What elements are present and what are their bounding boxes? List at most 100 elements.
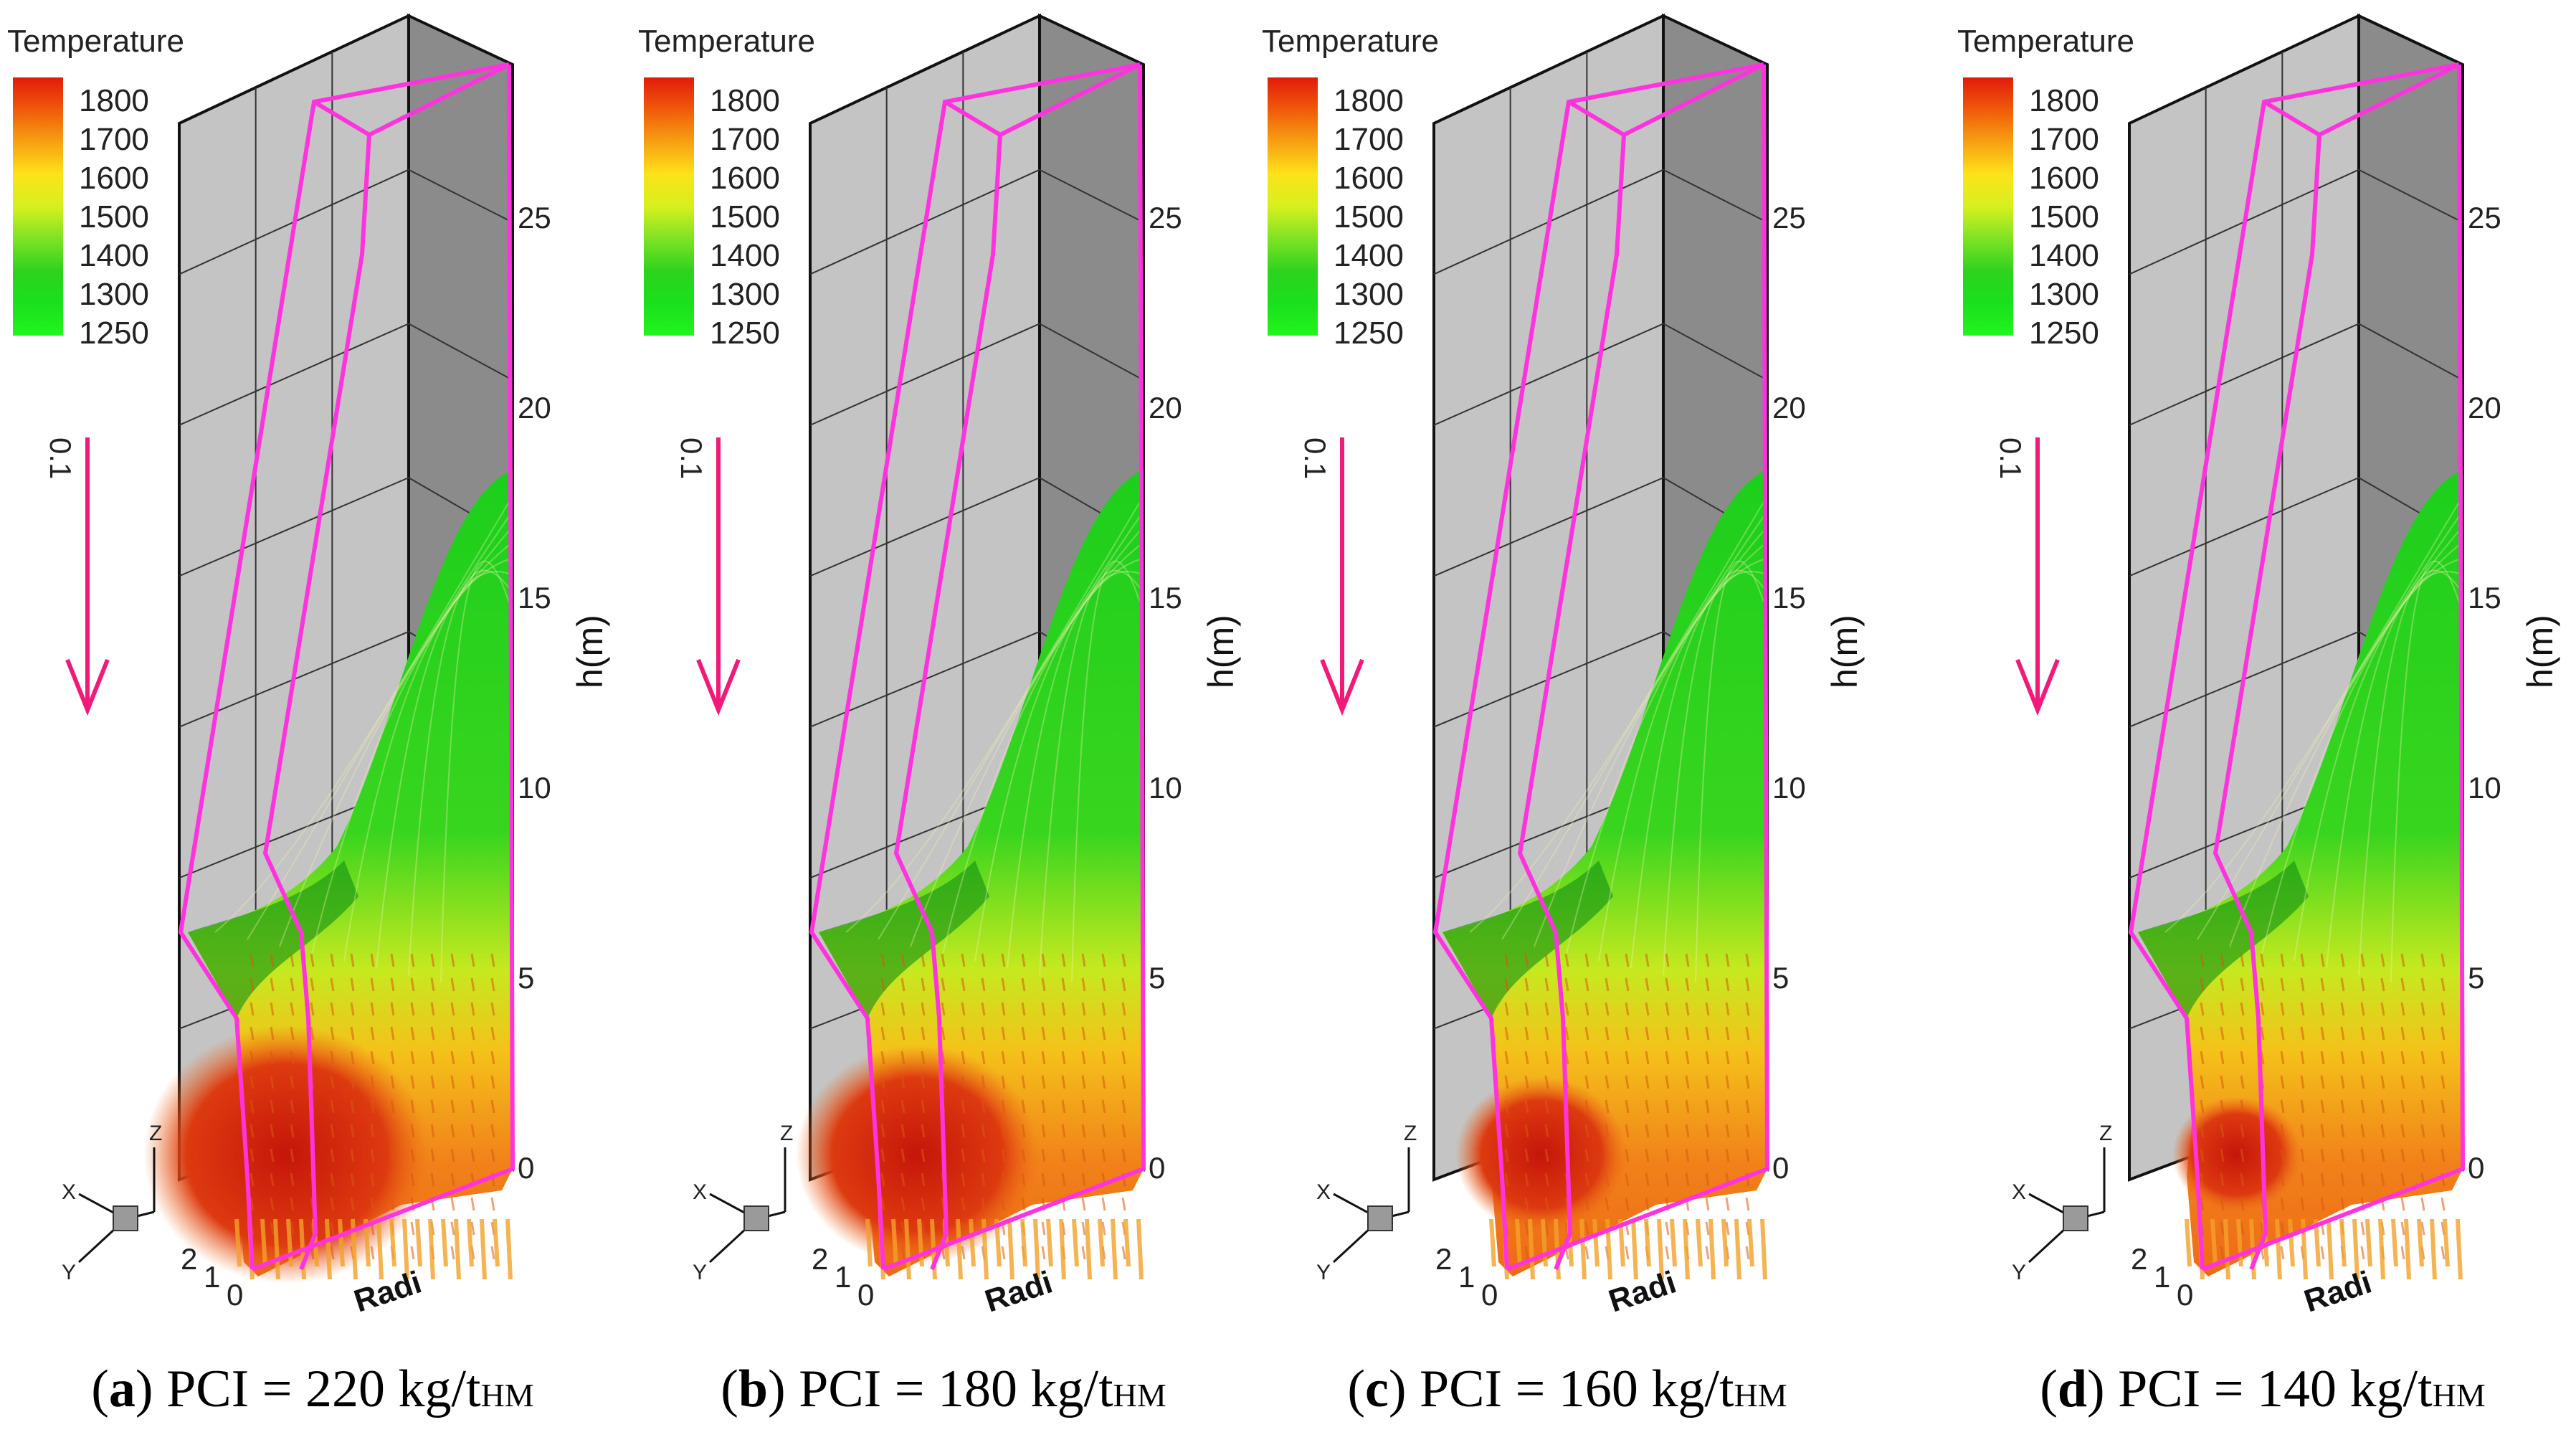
colorbar-tick: 1600 bbox=[710, 161, 780, 196]
height-tick: 10 bbox=[518, 771, 551, 805]
figure-panel-svg: Temperature18001700160015001400130012500… bbox=[7, 13, 610, 1319]
height-tick: 15 bbox=[1772, 581, 1806, 615]
caption-text: PCI = 140 kg/t bbox=[2118, 1360, 2433, 1418]
vector-scale-arrow: 0.1 bbox=[1994, 437, 2060, 716]
figure-panel-svg: Temperature18001700160015001400130012500… bbox=[1957, 13, 2560, 1319]
colorbar-tick: 1400 bbox=[1334, 238, 1404, 273]
height-axis-label: h(m) bbox=[570, 615, 610, 688]
triad-axis-label: X bbox=[1316, 1180, 1331, 1204]
colorbar-tick: 1300 bbox=[710, 277, 780, 312]
radius-axis-label: Radi bbox=[2300, 1264, 2376, 1319]
height-tick: 5 bbox=[1149, 961, 1165, 995]
triad-axis-label: Z bbox=[780, 1122, 793, 1145]
vector-scale-arrow: 0.1 bbox=[1298, 437, 1364, 716]
colorbar-tick: 1700 bbox=[710, 122, 780, 157]
colorbar-title: Temperature bbox=[1957, 24, 2134, 59]
triad-axis-label: Z bbox=[149, 1122, 162, 1145]
panel-a: Temperature 1800 1700 1600 1500 1400 1300 1250 0… bbox=[0, 0, 625, 1450]
vector-scale-label: 0.1 bbox=[1298, 437, 1332, 479]
caption-text: PCI = 220 kg/t bbox=[166, 1360, 481, 1418]
height-tick: 20 bbox=[1149, 391, 1182, 425]
furnace-outline bbox=[2128, 62, 2466, 1271]
caption-subscript: HM bbox=[1734, 1377, 1787, 1413]
height-tick: 10 bbox=[1772, 771, 1806, 805]
colorbar-tick: 1500 bbox=[2029, 199, 2099, 234]
colorbar-tick: 1250 bbox=[2029, 316, 2099, 351]
triad-axis-label: Z bbox=[1404, 1122, 1417, 1145]
temperature-field bbox=[1443, 470, 1767, 1280]
panel-caption: (b) PCI = 180 kg/tHM bbox=[721, 1360, 1166, 1418]
height-tick: 10 bbox=[1149, 771, 1182, 805]
colorbar-tick: 1250 bbox=[79, 316, 149, 351]
height-tick: 0 bbox=[2468, 1151, 2484, 1185]
colorbar-tick: 1800 bbox=[79, 83, 149, 118]
vector-scale-arrow: 0.1 bbox=[44, 437, 110, 716]
panel-d: Temperature 1800 1700 1600 1500 1400 1300 1250 0… bbox=[1950, 0, 2575, 1450]
colorbar-tick: 1800 bbox=[2029, 83, 2099, 118]
colorbar-tick: 1300 bbox=[2029, 277, 2099, 312]
colorbar-tick: 1500 bbox=[710, 199, 780, 234]
triad-axis-label: Y bbox=[693, 1261, 707, 1284]
colorbar-tick: 1400 bbox=[79, 238, 149, 273]
vector-scale-label: 0.1 bbox=[675, 437, 708, 479]
radius-tick: 1 bbox=[204, 1260, 220, 1294]
orientation-triad: X Y Z bbox=[1316, 1122, 1417, 1284]
height-tick: 20 bbox=[518, 391, 551, 425]
radius-axis-label: Radi bbox=[350, 1264, 426, 1319]
colorbar-tick: 1700 bbox=[79, 122, 149, 157]
radius-tick: 2 bbox=[812, 1242, 828, 1276]
caption-subscript: HM bbox=[2432, 1377, 2486, 1413]
radius-axis-label: Radi bbox=[981, 1264, 1057, 1319]
triad-axis-label: X bbox=[693, 1180, 707, 1204]
temperature-field bbox=[796, 470, 1144, 1280]
colorbar-tick: 1700 bbox=[2029, 122, 2099, 157]
radius-tick: 1 bbox=[835, 1260, 851, 1294]
colorbar-tick: 1400 bbox=[2029, 238, 2099, 273]
caption-letter: d bbox=[2057, 1360, 2087, 1418]
orientation-triad: X Y Z bbox=[62, 1122, 162, 1284]
colorbar-tick: 1500 bbox=[79, 199, 149, 234]
height-tick: 20 bbox=[2468, 391, 2501, 425]
caption-text: PCI = 180 kg/t bbox=[799, 1360, 1113, 1418]
figure-panel-svg: Temperature18001700160015001400130012500… bbox=[638, 13, 1241, 1319]
radius-tick: 1 bbox=[2154, 1260, 2170, 1294]
height-tick: 15 bbox=[1149, 581, 1182, 615]
caption-letter: a bbox=[108, 1360, 136, 1418]
furnace-outline bbox=[809, 62, 1146, 1271]
caption-letter: b bbox=[738, 1360, 768, 1418]
height-tick: 20 bbox=[1772, 391, 1806, 425]
radius-tick: 0 bbox=[857, 1278, 874, 1312]
triad-axis-label: Y bbox=[1316, 1261, 1331, 1284]
triad-axis-label: X bbox=[62, 1180, 76, 1204]
colorbar-title: Temperature bbox=[7, 24, 184, 59]
colorbar-tick: 1400 bbox=[710, 238, 780, 273]
height-tick: 0 bbox=[1149, 1151, 1165, 1185]
caption-subscript: HM bbox=[480, 1377, 534, 1413]
height-tick: 25 bbox=[1149, 201, 1182, 234]
colorbar-tick: 1600 bbox=[79, 161, 149, 196]
radius-tick: 2 bbox=[2131, 1242, 2147, 1276]
radius-tick: 2 bbox=[1435, 1242, 1452, 1276]
triad-axis-label: Z bbox=[2099, 1122, 2112, 1145]
height-tick: 0 bbox=[1772, 1151, 1789, 1185]
radius-tick: 0 bbox=[2177, 1278, 2193, 1312]
colorbar-tick: 1800 bbox=[710, 83, 780, 118]
height-tick: 25 bbox=[1772, 201, 1806, 234]
height-tick: 15 bbox=[518, 581, 551, 615]
vector-scale-label: 0.1 bbox=[1994, 437, 2028, 479]
colorbar-tick: 1250 bbox=[1334, 316, 1404, 351]
vector-scale-label: 0.1 bbox=[44, 437, 77, 479]
colorbar-tick: 1250 bbox=[710, 316, 780, 351]
height-axis-label: h(m) bbox=[1825, 615, 1865, 688]
height-tick: 5 bbox=[518, 961, 534, 995]
height-tick: 5 bbox=[1772, 961, 1789, 995]
panel-c: Temperature 1800 1700 1600 1500 1400 1300 1250 0… bbox=[1255, 0, 1880, 1450]
height-tick: 0 bbox=[518, 1151, 534, 1185]
